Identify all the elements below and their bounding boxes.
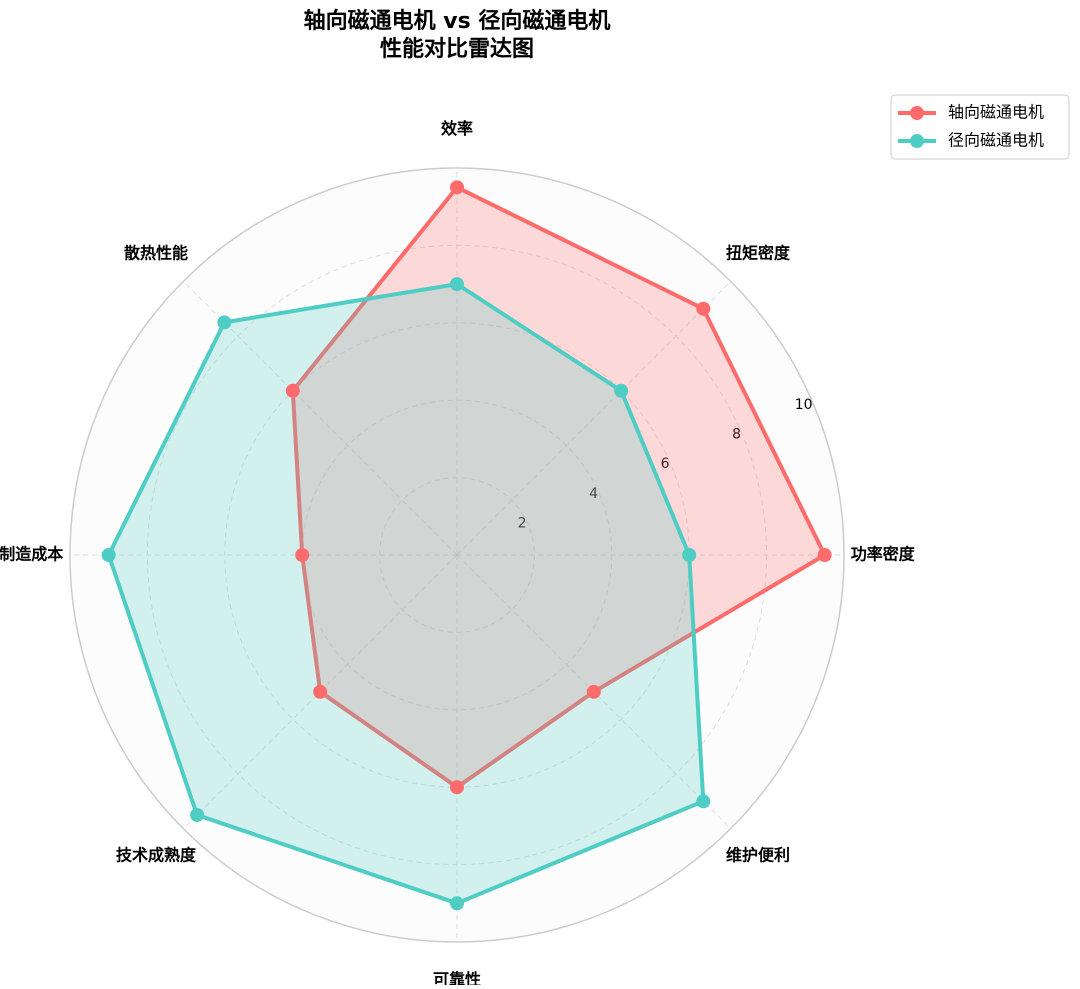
- chart-title: 轴向磁通电机 vs 径向磁通电机: [304, 8, 611, 34]
- point: [696, 794, 711, 809]
- series-area: [292, 187, 825, 788]
- category-label: 可靠性: [433, 970, 481, 985]
- point: [586, 684, 601, 699]
- outer-ring: [69, 167, 845, 943]
- point: [682, 548, 697, 562]
- r-tick-label: 4: [589, 486, 598, 502]
- point: [450, 180, 464, 195]
- category-label: 功率密度: [851, 545, 916, 564]
- legend-label: 径向磁通电机: [948, 131, 1044, 150]
- point: [696, 301, 711, 316]
- series-area: [108, 284, 704, 904]
- point: [614, 383, 629, 398]
- category-label: 散热性能: [124, 243, 188, 262]
- legend-label: 轴向磁通电机: [948, 103, 1044, 122]
- point: [101, 548, 116, 562]
- category-label: 扭矩密度: [726, 243, 791, 262]
- r-tick-label: 6: [661, 456, 670, 472]
- category-label: 维护便利: [726, 846, 790, 865]
- grid-ring: [146, 244, 768, 866]
- point: [190, 807, 205, 822]
- point: [450, 277, 464, 292]
- r-tick-label: 8: [732, 427, 741, 443]
- point: [285, 383, 300, 398]
- point: [217, 315, 232, 330]
- point: [295, 548, 310, 562]
- spoke: [182, 280, 458, 556]
- point: [450, 780, 464, 795]
- point: [450, 896, 464, 911]
- r-tick-label: 2: [518, 515, 527, 531]
- legend-marker: [910, 106, 924, 120]
- category-label: 技术成熟度: [116, 846, 197, 865]
- point: [313, 684, 328, 699]
- category-label: 效率: [441, 119, 473, 138]
- r-tick-label: 10: [795, 397, 813, 413]
- spoke: [456, 280, 732, 556]
- category-label: 制造成本: [0, 545, 63, 564]
- grid-ring: [379, 477, 535, 633]
- legend-marker: [910, 134, 924, 148]
- chart-subtitle: 性能对比雷达图: [380, 36, 534, 62]
- point: [817, 548, 832, 562]
